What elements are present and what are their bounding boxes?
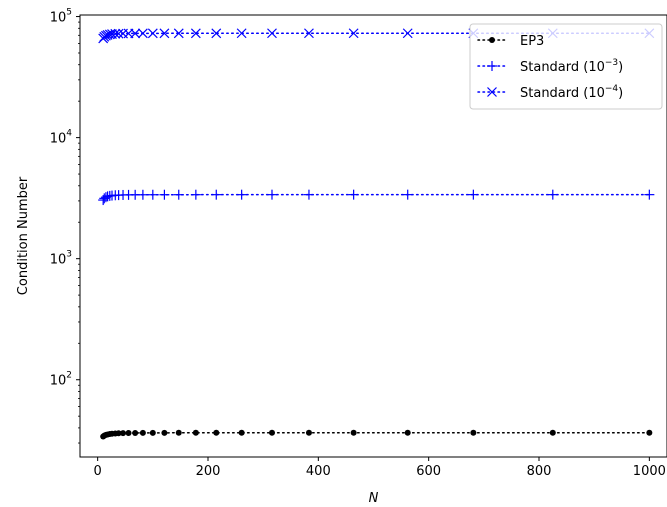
x-tick-label: 400 bbox=[306, 464, 331, 479]
standard-1e-3-series-line bbox=[102, 193, 651, 201]
standard-1e-4-point bbox=[348, 28, 359, 39]
x-tick-label: 0 bbox=[94, 464, 102, 479]
ep3-point bbox=[115, 430, 122, 437]
x-axis-title: N bbox=[369, 491, 379, 506]
standard-1e-4-point bbox=[304, 28, 314, 39]
standard-1e-4-point bbox=[110, 28, 121, 39]
ep3-point bbox=[350, 429, 357, 436]
ep3-point bbox=[161, 429, 168, 436]
standard-1e-4-point bbox=[211, 28, 222, 39]
standard-1e-3-point bbox=[173, 189, 184, 200]
x-tick-label: 1000 bbox=[633, 464, 666, 479]
standard-1e-4-point bbox=[130, 28, 141, 39]
standard-1e-4-point bbox=[190, 28, 201, 39]
standard-1e-4-point bbox=[159, 28, 170, 39]
ep3-point bbox=[125, 430, 132, 437]
y-tick-label: 102 bbox=[50, 371, 72, 389]
ep3-point bbox=[489, 37, 495, 43]
standard-1e-3-point bbox=[468, 189, 479, 200]
ep3-point bbox=[305, 429, 312, 436]
standard-1e-4-point bbox=[101, 30, 111, 41]
standard-1e-3-point bbox=[236, 189, 247, 200]
standard-1e-4-point bbox=[402, 28, 413, 39]
standard-1e-3-point bbox=[487, 61, 497, 71]
ep3-point bbox=[192, 429, 199, 436]
legend-label: Standard (10−4) bbox=[520, 84, 623, 101]
standard-1e-3-point bbox=[159, 189, 170, 200]
y-tick-label: 103 bbox=[50, 250, 72, 268]
standard-1e-4-point bbox=[267, 28, 277, 39]
standard-1e-3-point bbox=[402, 189, 413, 200]
standard-1e-4-point bbox=[137, 28, 148, 39]
x-tick-label: 600 bbox=[416, 464, 441, 479]
x-tick-label: 200 bbox=[196, 464, 221, 479]
ep3-point bbox=[120, 430, 127, 437]
ep3-point bbox=[268, 429, 275, 436]
ep3-point bbox=[149, 429, 156, 436]
y-axis-title: Condition Number bbox=[16, 176, 31, 295]
standard-1e-3-point bbox=[137, 189, 148, 200]
ep3-point bbox=[238, 429, 245, 436]
standard-1e-4-point bbox=[147, 28, 158, 39]
ep3-series-line bbox=[102, 431, 651, 438]
legend-label: EP3 bbox=[520, 34, 544, 49]
legend-entry: Standard (10−4) bbox=[477, 84, 623, 101]
standard-1e-4-point bbox=[113, 28, 124, 39]
legend-entry: Standard (10−3) bbox=[477, 58, 623, 75]
standard-1e-3-point bbox=[348, 189, 359, 200]
standard-1e-3-point bbox=[303, 189, 314, 200]
legend-entry: EP3 bbox=[477, 34, 544, 49]
standard-1e-3-point bbox=[190, 189, 201, 200]
ep3-point bbox=[175, 429, 182, 436]
standard-1e-3-point bbox=[547, 189, 558, 200]
ep3-point bbox=[139, 429, 146, 436]
standard-1e-4-point bbox=[236, 28, 247, 39]
ep3-point bbox=[132, 430, 139, 437]
legend-box bbox=[469, 23, 663, 110]
ep3-point bbox=[549, 429, 556, 436]
x-tick-label: 800 bbox=[527, 464, 552, 479]
standard-1e-3-point bbox=[147, 189, 158, 200]
y-tick-label: 105 bbox=[50, 8, 72, 26]
axes-layer: 0 200 400 600 800 1000 102 103 104 105 bbox=[50, 8, 666, 479]
ep3-point bbox=[404, 429, 411, 436]
legend-label: Standard (10−3) bbox=[520, 58, 623, 75]
ep3-point bbox=[470, 429, 477, 436]
plot-frame bbox=[79, 14, 667, 458]
standard-1e-4-point bbox=[173, 28, 184, 39]
standard-1e-3-point bbox=[211, 189, 222, 200]
legend: EP3 Standard (10−3) Standard (10−4) bbox=[469, 23, 663, 110]
ep3-point bbox=[213, 429, 220, 436]
standard-1e-4-point bbox=[487, 87, 497, 97]
ep3-point bbox=[646, 429, 653, 436]
y-tick-label: 104 bbox=[50, 129, 73, 147]
standard-1e-3-point bbox=[266, 189, 277, 200]
standard-1e-3-point bbox=[644, 189, 655, 200]
